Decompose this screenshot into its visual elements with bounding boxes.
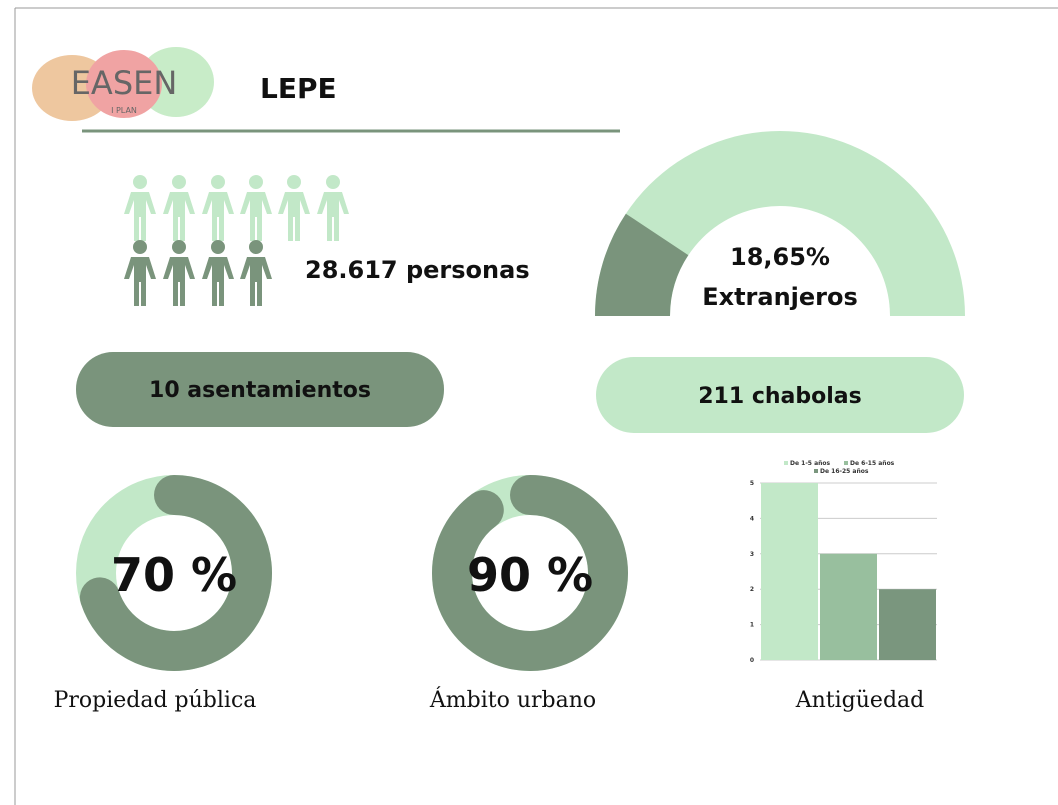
- settlements-pill: [76, 352, 444, 427]
- title: LEPE: [260, 72, 337, 105]
- gauge: [595, 131, 965, 316]
- bar: [879, 589, 936, 660]
- y-tick-label: 4: [750, 515, 754, 522]
- donut-arc: [79, 475, 272, 671]
- logo-subtext: I PLAN: [111, 106, 137, 115]
- population-label: 28.617 personas: [305, 256, 530, 284]
- legend-label: De 16-25 años: [820, 468, 869, 475]
- donuts: 70 % Propiedad pública 90 % Ámbito urbano: [54, 475, 628, 713]
- legend-swatch: [844, 461, 848, 465]
- donut-value: 70 %: [111, 548, 237, 602]
- bar: [820, 553, 877, 660]
- legend-label: De 6-15 años: [850, 460, 895, 467]
- gauge-value: 18,65%: [730, 243, 830, 271]
- settlements-label: 10 asentamientos: [149, 378, 371, 403]
- logo-blob: [86, 50, 162, 118]
- gauge-track: [595, 131, 965, 316]
- legend-label: De 1-5 años: [790, 460, 831, 467]
- chart-caption: Antigüedad: [795, 688, 925, 713]
- shacks-label: 211 chabolas: [698, 384, 861, 409]
- legend-swatch: [784, 461, 788, 465]
- gauge-label: Extranjeros: [702, 283, 858, 311]
- bar: [761, 483, 818, 660]
- logo-text: EASEN: [71, 64, 178, 102]
- y-tick-label: 0: [750, 657, 754, 664]
- y-tick-label: 1: [750, 622, 754, 629]
- y-tick-label: 3: [750, 551, 754, 558]
- y-tick-label: 2: [750, 586, 754, 593]
- y-tick-label: 5: [750, 480, 754, 487]
- legend-swatch: [814, 469, 818, 473]
- donut-value: 90 %: [467, 548, 593, 602]
- logo: EASEN I PLAN: [32, 47, 214, 121]
- donut-arc: [432, 475, 628, 671]
- donut-caption: Propiedad pública: [54, 688, 257, 713]
- donut-caption: Ámbito urbano: [429, 686, 596, 713]
- gauge-value-arc: [595, 213, 689, 316]
- shacks-pill: [596, 357, 964, 433]
